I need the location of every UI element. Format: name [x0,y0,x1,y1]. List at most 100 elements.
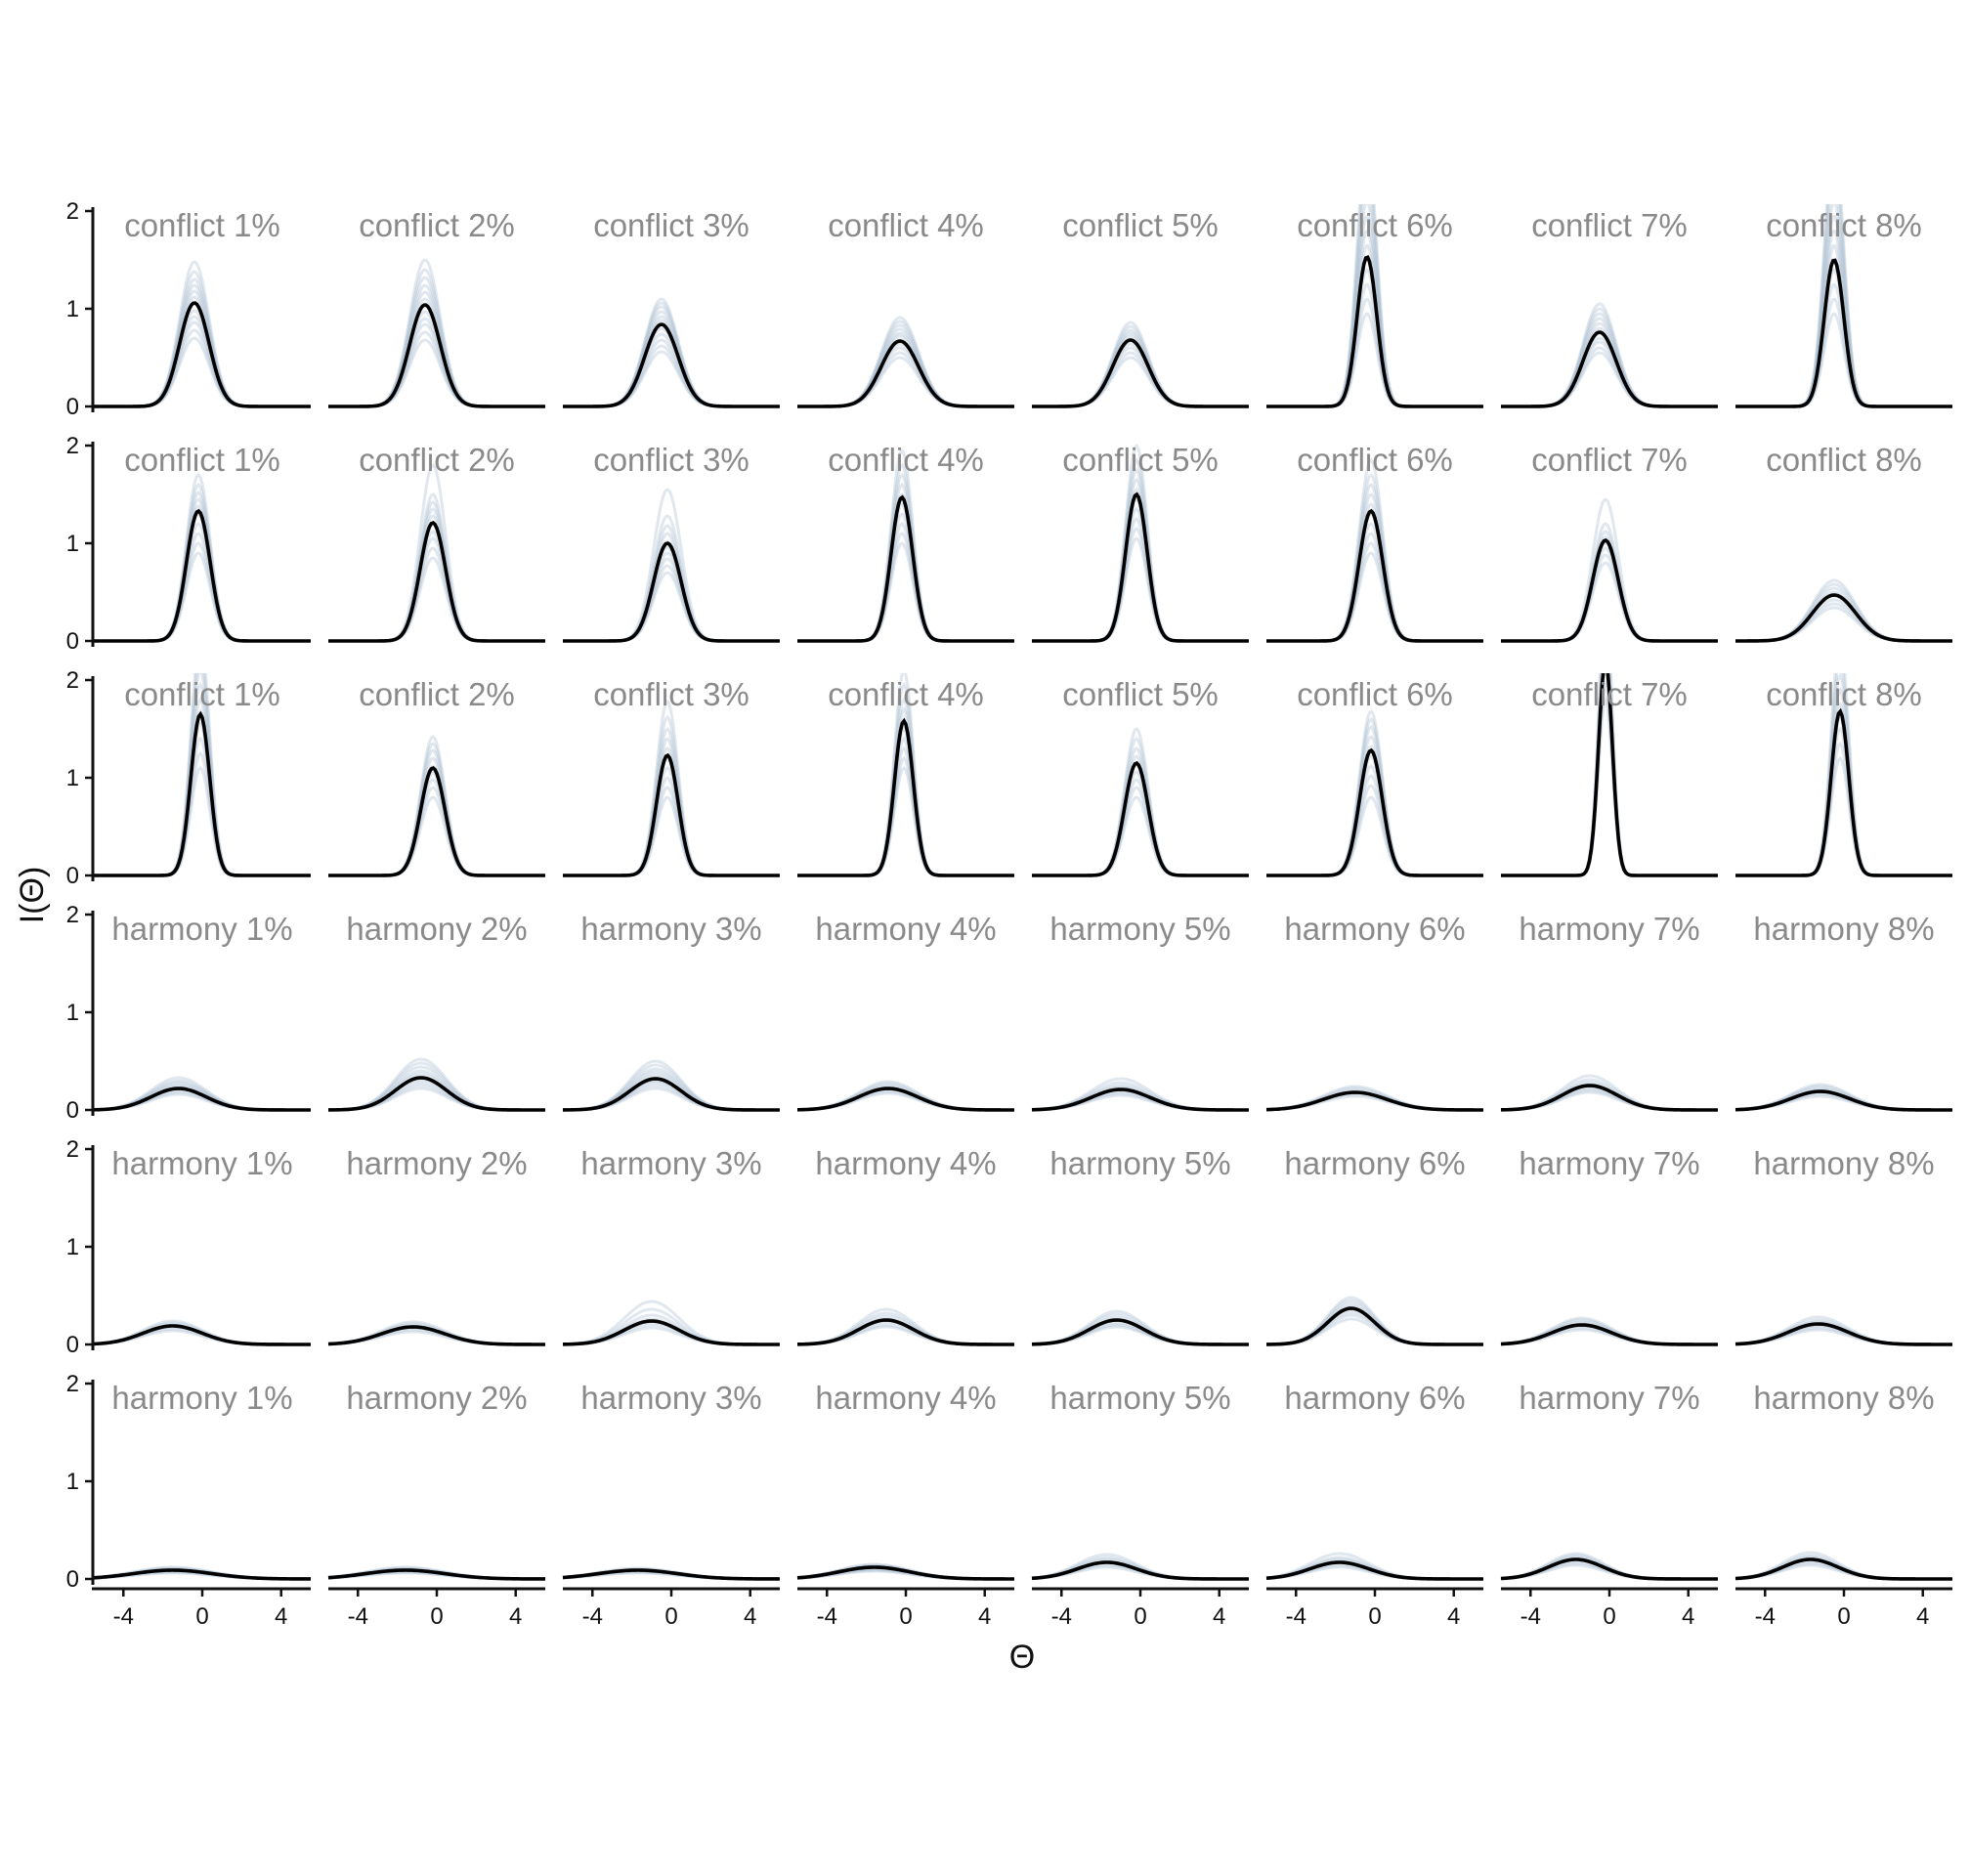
x-tick-label: -4 [1286,1603,1306,1630]
mean-information-curve [93,1324,311,1346]
y-tick-label: 2 [66,433,79,459]
x-tick-label: 4 [1916,1603,1929,1630]
facet-panel [328,258,545,408]
facet-panel [328,735,545,877]
panel-title: conflict 8% [1766,676,1922,712]
panel-title: conflict 5% [1062,676,1219,712]
facet-panel [1734,1315,1952,1346]
panel-title: harmony 2% [346,911,527,947]
mean-information-curve [563,752,780,877]
mean-information-curve [563,541,780,643]
x-tick-label: 0 [1368,1603,1381,1630]
y-tick-label: 0 [66,628,79,655]
y-axis-title: I(Θ) [14,867,51,924]
facet-panel [1501,673,1718,877]
mean-information-curve [93,1087,311,1112]
facet-panel [1501,302,1718,408]
axes-layer: 0 1 2 0 1 2 0 1 2 0 1 2 0 1 2 0 1 2 -4 0 4 -4 0 4 -4 0 4 -4 0 4 -4 0 4 -4… [66,198,1952,1630]
x-tick-label: 0 [195,1603,208,1630]
mean-information-curve [796,1565,1014,1581]
mean-information-curve [94,508,311,643]
mean-information-curve [563,322,780,408]
panel-title: conflict 2% [359,207,515,243]
mean-information-curve [328,520,545,643]
mean-information-curve [1031,1087,1249,1112]
panel-title: harmony 3% [580,911,761,947]
panel-title: conflict 7% [1531,207,1688,243]
facet-panel [93,1565,312,1581]
facet-panel [1031,1077,1249,1112]
panel-title: harmony 7% [1519,911,1699,947]
panel-title: harmony 6% [1284,1380,1465,1416]
mean-information-curve [1735,258,1952,408]
facet-panel [796,1307,1014,1346]
facet-panel [1500,1552,1718,1581]
mean-information-curve [1500,1557,1718,1581]
facet-panel [1265,1085,1484,1112]
panel-title: harmony 4% [815,1145,996,1181]
panel-title: conflict 3% [593,676,749,712]
x-tick-label: 0 [664,1603,677,1630]
facet-panel [796,1080,1014,1112]
y-tick-label: 1 [66,1000,79,1026]
y-tick-label: 1 [66,531,79,557]
mean-information-curve [94,710,311,877]
facet-panel [1032,443,1249,643]
mean-information-curve [1265,1090,1484,1112]
facet-panel [1265,1296,1483,1346]
facet-panel [1266,457,1483,643]
x-tick-label: -4 [582,1603,603,1630]
x-tick-label: 0 [1134,1603,1146,1630]
y-tick-label: 1 [66,765,79,791]
mean-information-curve [1734,1322,1952,1346]
facet-panel [1031,1309,1249,1346]
facet-panel [1735,673,1952,877]
panel-title: harmony 7% [1519,1145,1699,1181]
panel-title: conflict 3% [593,442,749,478]
facet-panel [1266,708,1483,877]
facet-panel [327,1320,545,1346]
facet-panel [562,1300,780,1346]
y-tick-label: 0 [66,394,79,420]
facet-panel [327,1057,545,1112]
panels-layer: conflict 1% conflict 2% conflict 3% conflic… [93,204,1952,1581]
x-tick-label: -4 [817,1603,837,1630]
mean-information-curve [328,303,545,408]
facet-panel [94,472,311,643]
panel-title: conflict 4% [828,442,984,478]
x-tick-label: -4 [1051,1603,1072,1630]
mean-information-curve [93,1568,311,1581]
mean-information-curve [1266,747,1483,877]
mean-information-curve [797,339,1014,408]
facet-panel [93,1076,311,1112]
facet-panel [1031,1553,1249,1581]
panel-title: conflict 7% [1531,676,1688,712]
mean-information-curve [1734,1089,1952,1112]
mean-information-curve [328,765,545,877]
panel-title: conflict 5% [1062,207,1219,243]
facet-panel [93,1319,311,1346]
x-tick-label: -4 [348,1603,368,1630]
panel-title: harmony 6% [1284,1145,1465,1181]
facet-panel [1265,1552,1483,1581]
y-tick-label: 0 [66,1332,79,1358]
x-tick-label: 0 [899,1603,912,1630]
panel-title: harmony 3% [580,1380,761,1416]
panel-title: conflict 4% [828,676,984,712]
mean-information-curve [327,1076,545,1112]
mean-information-curve [1735,593,1952,643]
panel-title: harmony 4% [815,911,996,947]
mean-information-curve [1031,1318,1249,1346]
x-tick-label: 0 [1837,1603,1850,1630]
panel-title: harmony 2% [346,1380,527,1416]
mean-information-curve [1500,1084,1718,1112]
panel-title: conflict 3% [593,207,749,243]
mean-information-curve [1500,1323,1718,1346]
x-tick-label: -4 [1520,1603,1541,1630]
facet-panel [563,699,780,877]
facet-panel [797,448,1014,643]
facet-panel [1032,320,1249,408]
facet-panel [1734,1083,1952,1112]
